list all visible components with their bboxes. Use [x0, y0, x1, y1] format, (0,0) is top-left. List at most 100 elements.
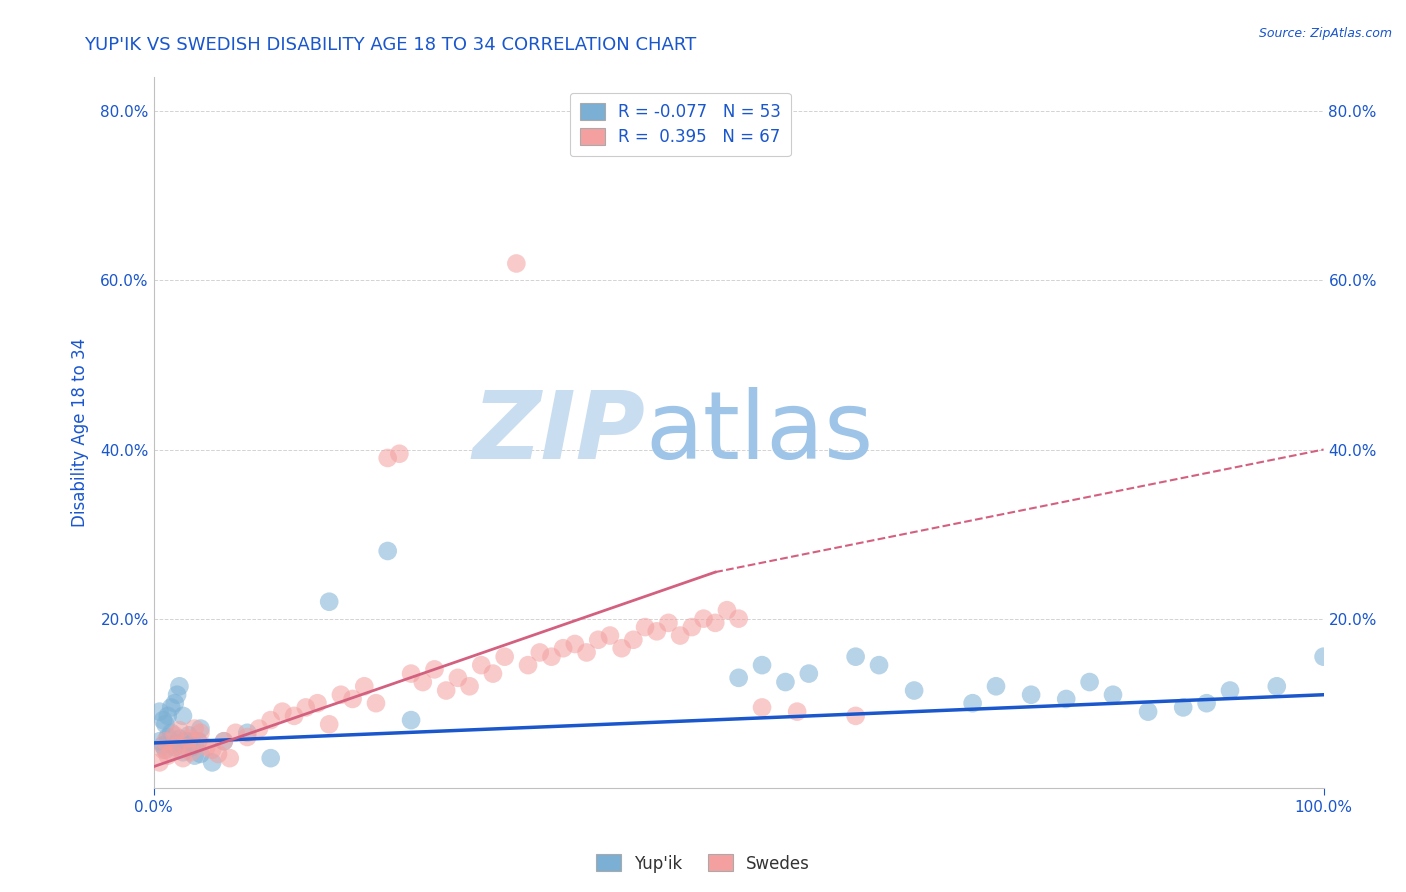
Point: [786, 705, 808, 719]
Point: [564, 637, 586, 651]
Point: [195, 740, 218, 755]
Point: [845, 649, 868, 664]
Point: [155, 734, 177, 748]
Point: [172, 709, 194, 723]
Point: [160, 700, 183, 714]
Point: [307, 696, 329, 710]
Point: [1195, 696, 1218, 710]
Point: [868, 658, 890, 673]
Legend: R = -0.077   N = 53, R =  0.395   N = 67: R = -0.077 N = 53, R = 0.395 N = 67: [569, 93, 790, 156]
Text: YUP'IK VS SWEDISH DISABILITY AGE 18 TO 34 CORRELATION CHART: YUP'IK VS SWEDISH DISABILITY AGE 18 TO 3…: [84, 36, 696, 54]
Point: [163, 728, 186, 742]
Point: [207, 747, 229, 761]
Point: [166, 739, 188, 753]
Point: [169, 723, 191, 738]
Point: [342, 692, 364, 706]
Point: [148, 756, 170, 770]
Point: [399, 666, 422, 681]
Point: [180, 745, 202, 759]
Point: [610, 641, 633, 656]
Point: [152, 742, 174, 756]
Point: [152, 739, 174, 753]
Point: [1265, 679, 1288, 693]
Point: [166, 737, 188, 751]
Point: [1102, 688, 1125, 702]
Point: [517, 658, 540, 673]
Point: [553, 641, 575, 656]
Text: Source: ZipAtlas.com: Source: ZipAtlas.com: [1258, 27, 1392, 40]
Point: [187, 734, 209, 748]
Point: [505, 256, 527, 270]
Point: [399, 713, 422, 727]
Point: [166, 688, 188, 702]
Point: [470, 658, 492, 673]
Point: [775, 675, 797, 690]
Point: [148, 734, 170, 748]
Point: [283, 709, 305, 723]
Point: [218, 751, 240, 765]
Point: [423, 662, 446, 676]
Point: [177, 731, 200, 746]
Point: [190, 722, 212, 736]
Y-axis label: Disability Age 18 to 34: Disability Age 18 to 34: [72, 338, 89, 527]
Point: [180, 740, 202, 755]
Point: [621, 632, 644, 647]
Text: ZIP: ZIP: [472, 386, 645, 479]
Point: [681, 620, 703, 634]
Point: [692, 612, 714, 626]
Point: [377, 450, 399, 465]
Point: [1137, 705, 1160, 719]
Point: [236, 730, 259, 744]
Point: [172, 745, 194, 759]
Point: [1173, 700, 1195, 714]
Point: [845, 709, 868, 723]
Point: [458, 679, 481, 693]
Point: [669, 628, 692, 642]
Point: [575, 645, 598, 659]
Point: [190, 747, 212, 761]
Point: [704, 615, 727, 630]
Point: [260, 713, 283, 727]
Point: [148, 705, 170, 719]
Point: [183, 739, 205, 753]
Point: [634, 620, 657, 634]
Point: [1054, 692, 1077, 706]
Point: [377, 544, 399, 558]
Point: [529, 645, 551, 659]
Point: [169, 731, 191, 746]
Point: [156, 748, 179, 763]
Point: [645, 624, 668, 639]
Point: [599, 628, 621, 642]
Point: [160, 745, 183, 759]
Point: [225, 726, 247, 740]
Point: [201, 756, 224, 770]
Point: [212, 734, 235, 748]
Point: [156, 730, 179, 744]
Point: [160, 726, 183, 740]
Point: [260, 751, 283, 765]
Point: [540, 649, 562, 664]
Point: [447, 671, 470, 685]
Point: [1312, 649, 1334, 664]
Point: [588, 632, 610, 647]
Point: [156, 709, 179, 723]
Point: [1219, 683, 1241, 698]
Point: [177, 734, 200, 748]
Point: [183, 748, 205, 763]
Point: [1019, 688, 1042, 702]
Point: [364, 696, 387, 710]
Point: [201, 742, 224, 756]
Point: [155, 717, 177, 731]
Point: [482, 666, 505, 681]
Point: [190, 726, 212, 740]
Point: [329, 688, 352, 702]
Point: [169, 679, 191, 693]
Point: [247, 722, 270, 736]
Point: [176, 740, 198, 755]
Point: [353, 679, 375, 693]
Point: [962, 696, 984, 710]
Point: [388, 447, 411, 461]
Point: [176, 734, 198, 748]
Point: [797, 666, 820, 681]
Point: [318, 595, 340, 609]
